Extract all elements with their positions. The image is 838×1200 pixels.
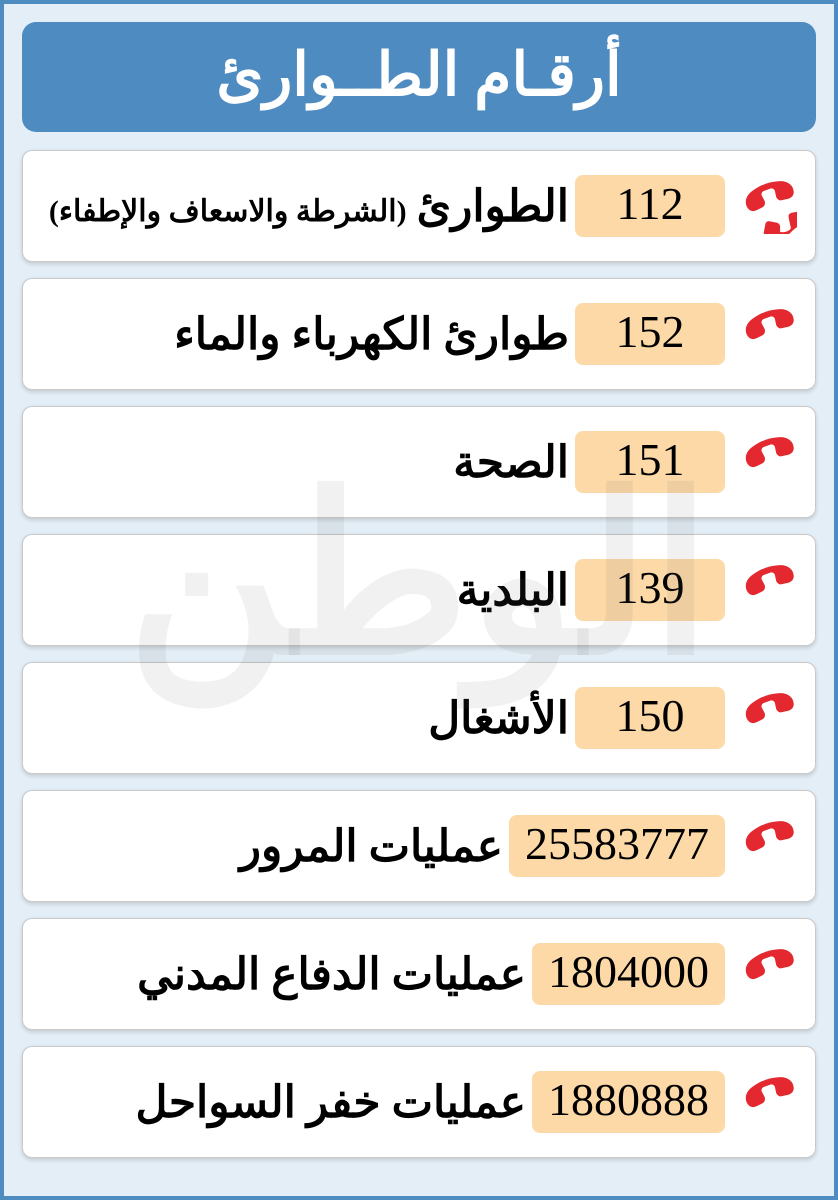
emergency-number: 152	[575, 303, 725, 365]
emergency-number: 1804000	[532, 943, 725, 1005]
emergency-label: الطوارئ	[417, 181, 569, 232]
emergency-number: 1880888	[532, 1071, 725, 1133]
list-item: 152 طوارئ الكهرباء والماء	[22, 278, 816, 390]
emergency-number: 25583777	[509, 815, 725, 877]
label-wrap: الأشغال	[41, 693, 575, 744]
phone-icon	[733, 562, 805, 618]
emergency-label: الأشغال	[428, 693, 569, 744]
phone-icon	[733, 1074, 805, 1130]
emergency-sublabel: (الشرطة والاسعاف والإطفاء)	[49, 194, 407, 229]
list-item: 150 الأشغال	[22, 662, 816, 774]
emergency-label: عمليات المرور	[240, 821, 503, 872]
phone-icon	[733, 690, 805, 746]
emergency-label: البلدية	[457, 565, 569, 616]
label-wrap: عمليات الدفاع المدني	[41, 949, 532, 1000]
list-item: 1804000 عمليات الدفاع المدني	[22, 918, 816, 1030]
phone-icon	[733, 946, 805, 1002]
emergency-label: عمليات خفر السواحل	[136, 1077, 526, 1128]
label-wrap: الصحة	[41, 437, 575, 488]
label-wrap: الطوارئ (الشرطة والاسعاف والإطفاء)	[41, 181, 575, 232]
phone-icon	[733, 818, 805, 874]
emergency-number: 151	[575, 431, 725, 493]
label-wrap: طوارئ الكهرباء والماء	[41, 309, 575, 360]
emergency-number: 150	[575, 687, 725, 749]
list-item: 112 الطوارئ (الشرطة والاسعاف والإطفاء)	[22, 150, 816, 262]
list-item: 151 الصحة	[22, 406, 816, 518]
phone-icon	[733, 178, 805, 234]
emergency-number: 139	[575, 559, 725, 621]
phone-icon	[733, 434, 805, 490]
label-wrap: عمليات خفر السواحل	[41, 1077, 532, 1128]
emergency-label: عمليات الدفاع المدني	[137, 949, 526, 1000]
label-wrap: البلدية	[41, 565, 575, 616]
emergency-label: الصحة	[453, 437, 569, 488]
card-container: أرقـام الطــوارئ الوطن 112 الطوارئ (الشر…	[0, 0, 838, 1200]
list-item: 25583777 عمليات المرور	[22, 790, 816, 902]
page-title: أرقـام الطــوارئ	[22, 22, 816, 132]
emergency-label: طوارئ الكهرباء والماء	[174, 309, 569, 360]
label-wrap: عمليات المرور	[41, 821, 509, 872]
list-item: 1880888 عمليات خفر السواحل	[22, 1046, 816, 1158]
list-item: 139 البلدية	[22, 534, 816, 646]
emergency-list: 112 الطوارئ (الشرطة والاسعاف والإطفاء) 1…	[22, 150, 816, 1158]
phone-icon	[733, 306, 805, 362]
emergency-number: 112	[575, 175, 725, 237]
